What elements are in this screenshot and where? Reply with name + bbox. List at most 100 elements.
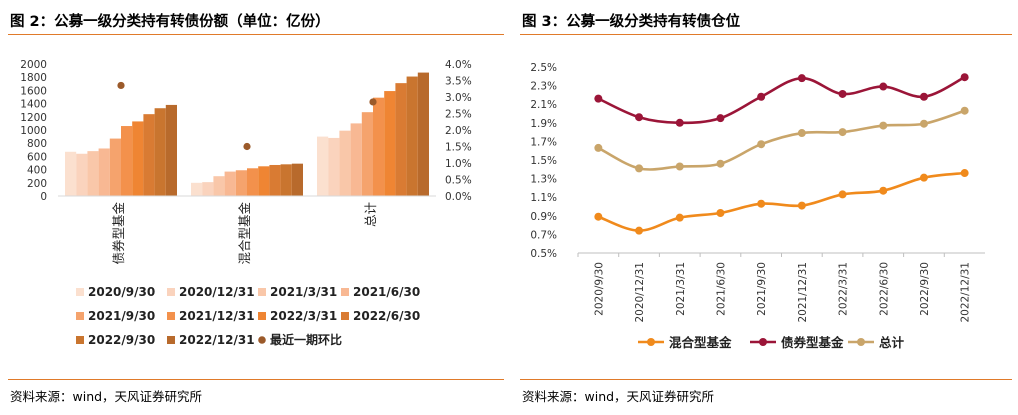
right-chart-title: 图 3：公募一级分类持有转债仓位: [522, 14, 741, 30]
bar: [373, 97, 385, 196]
legend-swatch: [167, 288, 175, 296]
data-point: [838, 190, 847, 199]
bar: [98, 148, 110, 196]
x-tick-label: 2022/3/31: [838, 262, 850, 316]
y2-tick-label: 0.5%: [445, 175, 472, 187]
bar: [291, 163, 303, 196]
data-point: [838, 128, 847, 137]
x-tick-label: 2021/6/30: [715, 262, 727, 316]
y-tick-label: 0.9%: [530, 211, 557, 223]
x-tick-label: 2021/9/30: [756, 262, 768, 316]
bar: [235, 170, 247, 196]
data-point: [838, 89, 847, 98]
legend-label: 2021/3/31: [270, 285, 337, 299]
y-tick-label: 0.5%: [530, 248, 557, 260]
series-line: [597, 171, 965, 232]
bar: [361, 112, 373, 196]
data-point: [919, 119, 928, 128]
bar: [280, 164, 292, 196]
y2-tick-label: 1.5%: [445, 142, 472, 154]
bar: [109, 138, 121, 196]
bar: [328, 137, 340, 196]
data-point: [960, 169, 969, 178]
bar: [87, 151, 99, 196]
bar: [143, 114, 155, 196]
legend-label: 2022/6/30: [353, 309, 420, 323]
legend-swatch: [341, 312, 349, 320]
shares-bar-chart: 20001800160014001200100080060040020004.0…: [20, 59, 472, 347]
bar: [154, 108, 166, 196]
y-tick-label: 1400: [20, 99, 47, 111]
y-tick-label: 1.1%: [530, 192, 557, 204]
y2-tick-label: 0.0%: [445, 191, 472, 203]
bar: [339, 130, 351, 196]
y-tick-label: 2.5%: [530, 62, 557, 74]
data-point: [635, 226, 644, 235]
data-point: [635, 113, 644, 122]
bar: [406, 76, 418, 196]
y-tick-label: 600: [27, 151, 47, 163]
legend-swatch: [341, 288, 349, 296]
qoq-point: [243, 142, 251, 151]
bar: [384, 91, 396, 196]
x-tick-label: 2021/3/31: [675, 262, 687, 316]
legend-marker: [759, 338, 767, 346]
legend-label: 总计: [879, 335, 905, 350]
bar: [269, 164, 281, 196]
legend-label: 2020/12/31: [179, 285, 255, 299]
data-point: [675, 162, 684, 171]
data-point: [594, 94, 603, 103]
legend-swatch: [76, 288, 84, 296]
data-point: [879, 121, 888, 130]
y-tick-label: 1.9%: [530, 118, 557, 130]
right-source-note: 资料来源：wind，天风证券研究所: [522, 389, 715, 404]
left-chart-title: 图 2：公募一级分类持有转债份额（单位：亿份）: [10, 14, 330, 30]
legend-label: 2020/9/30: [88, 285, 155, 299]
y-tick-label: 800: [27, 138, 47, 150]
legend-label: 2021/6/30: [353, 285, 420, 299]
legend-marker: [857, 338, 865, 346]
y2-tick-label: 4.0%: [445, 59, 472, 71]
x-tick-label: 2022/6/30: [878, 262, 890, 316]
legend-label: 2022/3/31: [270, 309, 337, 323]
x-tick-label: 2020/9/30: [593, 262, 605, 316]
qoq-point: [117, 81, 125, 90]
data-point: [919, 173, 928, 182]
legend-label: 2022/12/31: [179, 333, 255, 347]
y2-tick-label: 3.5%: [445, 76, 472, 88]
bar: [317, 136, 329, 196]
y-tick-label: 1600: [20, 85, 47, 97]
position-line-chart: 2.5% 2.3% 2.1% 1.9% 1.7% 1.5% 1.3% 1.1% 0.9% 0.7%…: [530, 62, 985, 350]
bar: [165, 104, 177, 196]
bar: [65, 151, 77, 196]
data-point: [675, 213, 684, 222]
legend-label: 2021/9/30: [88, 309, 155, 323]
bar: [76, 153, 88, 196]
legend-label: 债券型基金: [781, 335, 844, 350]
data-point: [797, 74, 806, 83]
legend-swatch: [258, 288, 266, 296]
data-point: [716, 114, 725, 123]
legend-swatch: [76, 312, 84, 320]
right-title-rule: [520, 34, 1012, 35]
x-tick-label: 2021/12/31: [797, 262, 809, 323]
x-tick-label: 2020/12/31: [634, 262, 646, 323]
bar: [247, 168, 259, 196]
y-tick-label: 1.3%: [530, 174, 557, 186]
x-tick-label: 2022/12/31: [960, 262, 972, 323]
data-point: [594, 143, 603, 152]
data-point: [960, 73, 969, 82]
legend-label: 2021/12/31: [179, 309, 255, 323]
data-point: [797, 201, 806, 210]
right-source-rule: [520, 379, 1012, 380]
y-tick-label: 1.5%: [530, 155, 557, 167]
left-panel: 图 2：公募一级分类持有转债份额（单位：亿份） 2000 1800 1600 1400…: [0, 0, 505, 415]
bar: [350, 123, 362, 196]
bar: [395, 83, 407, 196]
bar: [132, 121, 144, 196]
legend-marker: [647, 338, 655, 346]
y-tick-label: 1.7%: [530, 136, 557, 148]
bar: [213, 176, 225, 196]
bar: [121, 126, 133, 196]
x-tick-label: 2022/9/30: [919, 262, 931, 316]
